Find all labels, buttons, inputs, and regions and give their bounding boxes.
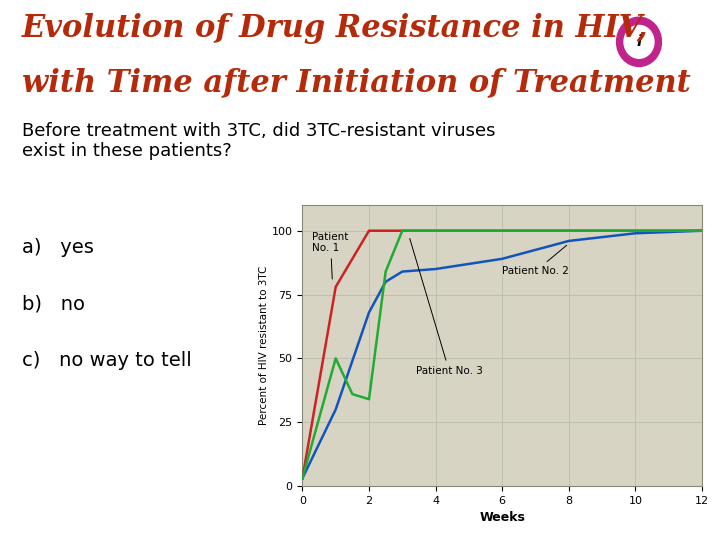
Text: b)   no: b) no bbox=[22, 294, 85, 313]
Circle shape bbox=[616, 17, 662, 66]
Y-axis label: Percent of HIV resistant to 3TC: Percent of HIV resistant to 3TC bbox=[259, 266, 269, 426]
Text: c)   no way to tell: c) no way to tell bbox=[22, 351, 192, 370]
Text: Evolution of Drug Resistance in HIV,: Evolution of Drug Resistance in HIV, bbox=[22, 14, 648, 44]
X-axis label: Weeks: Weeks bbox=[480, 511, 525, 524]
Circle shape bbox=[624, 25, 654, 58]
Text: i: i bbox=[636, 35, 642, 49]
Text: Patient No. 2: Patient No. 2 bbox=[503, 245, 569, 276]
Text: Patient
No. 1: Patient No. 1 bbox=[312, 232, 348, 279]
Text: Before treatment with 3TC, did 3TC-resistant viruses
exist in these patients?: Before treatment with 3TC, did 3TC-resis… bbox=[22, 122, 495, 160]
Text: a)   yes: a) yes bbox=[22, 238, 94, 256]
Text: with Time after Initiation of Treatment: with Time after Initiation of Treatment bbox=[22, 68, 690, 98]
Text: Patient No. 3: Patient No. 3 bbox=[410, 239, 482, 376]
